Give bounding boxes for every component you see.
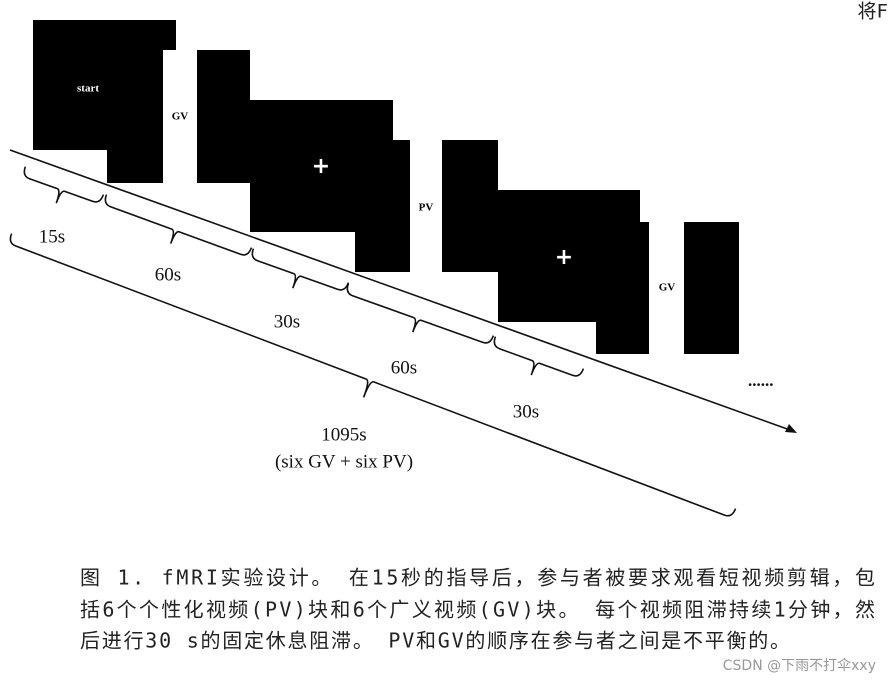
caption-line: 括6个个性化视频(PV)块和6个广义视频(GV)块。 每个视频阻滞持续1分钟，然 bbox=[80, 598, 875, 622]
bracket bbox=[9, 233, 737, 517]
frame-label: + bbox=[555, 245, 573, 270]
caption-line: 后进行30 s的固定休息阻滞。 PV和GV的顺序在参与者之间是不平衡的。 bbox=[80, 629, 790, 653]
arrowhead bbox=[785, 424, 797, 433]
duration: 60s bbox=[155, 264, 181, 285]
watermark: CSDN @下雨不打伞xxy bbox=[723, 657, 876, 674]
frame-label: GV bbox=[172, 111, 189, 123]
header-fragment: 将F bbox=[858, 1, 888, 23]
stripe bbox=[410, 140, 442, 272]
total-duration: 1095s bbox=[321, 424, 366, 445]
duration: 60s bbox=[391, 357, 417, 378]
bracket bbox=[346, 283, 495, 344]
frame-label: PV bbox=[419, 202, 434, 214]
ellipsis: ...... bbox=[748, 371, 774, 390]
duration: 30s bbox=[274, 311, 300, 332]
duration: 30s bbox=[513, 401, 539, 422]
frame-label: GV bbox=[659, 282, 676, 294]
bracket bbox=[104, 194, 253, 256]
stripe bbox=[649, 222, 684, 354]
brackets bbox=[9, 166, 737, 517]
total-composition: (six GV + six PV) bbox=[275, 451, 413, 472]
bracket bbox=[23, 166, 105, 204]
frame-label: start bbox=[77, 83, 99, 95]
duration: 15s bbox=[39, 226, 65, 247]
timeline bbox=[9, 149, 791, 431]
frame-label: + bbox=[312, 154, 330, 179]
stripe bbox=[163, 50, 197, 183]
bracket bbox=[493, 336, 585, 377]
caption-line: 图 1. fMRI实验设计。 在15秒的指导后，参与者被要求观看短视频剪辑，包 bbox=[80, 566, 875, 590]
bracket bbox=[251, 248, 350, 291]
